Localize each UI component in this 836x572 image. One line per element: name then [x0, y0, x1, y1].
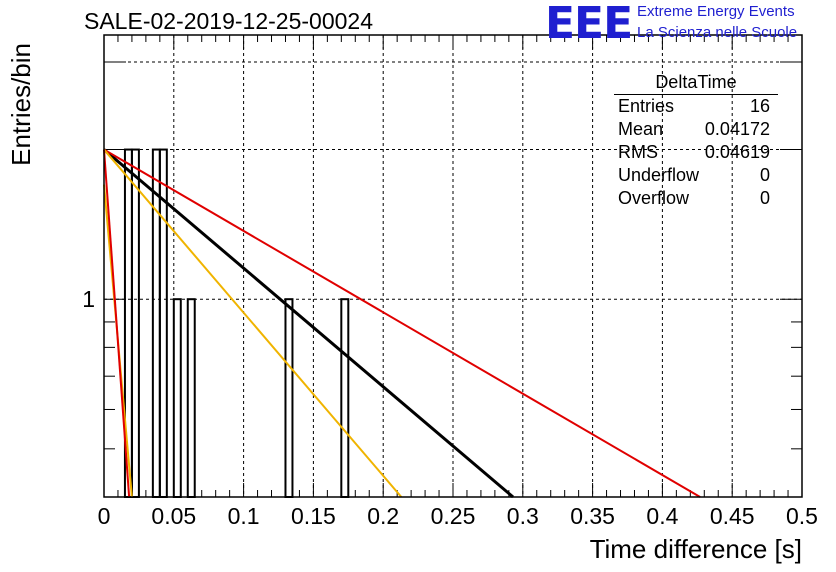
histogram-bar	[130, 148, 140, 499]
x-tick-label: 0	[98, 503, 111, 529]
fit-line	[103, 148, 403, 498]
fit-line	[103, 148, 701, 498]
stat-row-rms: RMS 0.04619	[612, 141, 778, 164]
y-tick-labels: 1	[82, 286, 95, 312]
stat-value: 0	[759, 188, 770, 208]
x-tick-label: 0.35	[570, 503, 615, 529]
stat-row-entries: Entries 16	[612, 95, 778, 118]
stat-label: Overflow	[618, 188, 690, 208]
fit-line	[103, 149, 131, 498]
histogram-bar	[172, 298, 182, 499]
x-tick-label: 0.15	[291, 503, 336, 529]
histogram-bars	[123, 148, 350, 499]
stat-row-overflow: Overflow 0	[612, 187, 778, 210]
x-axis-label: Time difference [s]	[590, 534, 802, 564]
grid-lines	[104, 35, 802, 497]
x-tick-labels: 0 0.05 0.1 0.15 0.2 0.25 0.3 0.35 0.4 0.45 0.5	[98, 503, 818, 529]
x-tick-label: 0.5	[786, 503, 818, 529]
stat-label: Underflow	[618, 165, 700, 185]
x-tick-label: 0.1	[228, 503, 260, 529]
histogram-bar	[284, 298, 294, 499]
statistics-box: DeltaTime Entries 16 Mean 0.04172 RMS 0.…	[612, 72, 778, 210]
y-tick-label: 1	[82, 286, 95, 312]
histogram-bar	[340, 298, 350, 499]
fit-line	[103, 148, 514, 499]
stat-label: RMS	[618, 142, 658, 162]
stat-value: 0.04172	[704, 119, 770, 139]
y-axis-label: Entries/bin	[6, 43, 36, 166]
eee-logo: EEE	[545, 0, 633, 49]
stat-row-underflow: Underflow 0	[612, 164, 778, 187]
statbox-title: DeltaTime	[614, 72, 778, 95]
stat-value: 0	[759, 165, 770, 185]
histogram-bar	[151, 148, 161, 499]
x-tick-label: 0.3	[507, 503, 539, 529]
stat-label: Entries	[618, 96, 675, 116]
stat-label: Mean	[618, 119, 664, 139]
plot-frame	[103, 34, 803, 498]
stat-value: 0.04619	[704, 142, 770, 162]
stat-row-mean: Mean 0.04172	[612, 118, 778, 141]
x-tick-label: 0.4	[646, 503, 678, 529]
stat-value: 16	[749, 96, 770, 116]
logo-line-1: Extreme Energy Events	[637, 3, 795, 20]
x-tick-label: 0.2	[367, 503, 399, 529]
logo-line-2: La Scienza nelle Scuole	[637, 24, 798, 41]
x-tick-label: 0.05	[151, 503, 196, 529]
x-tick-label: 0.25	[431, 503, 476, 529]
x-tick-label: 0.45	[710, 503, 755, 529]
plot-title: SALE-02-2019-12-25-00024	[84, 8, 373, 34]
histogram-bar	[186, 298, 196, 499]
fit-lines	[103, 148, 701, 499]
